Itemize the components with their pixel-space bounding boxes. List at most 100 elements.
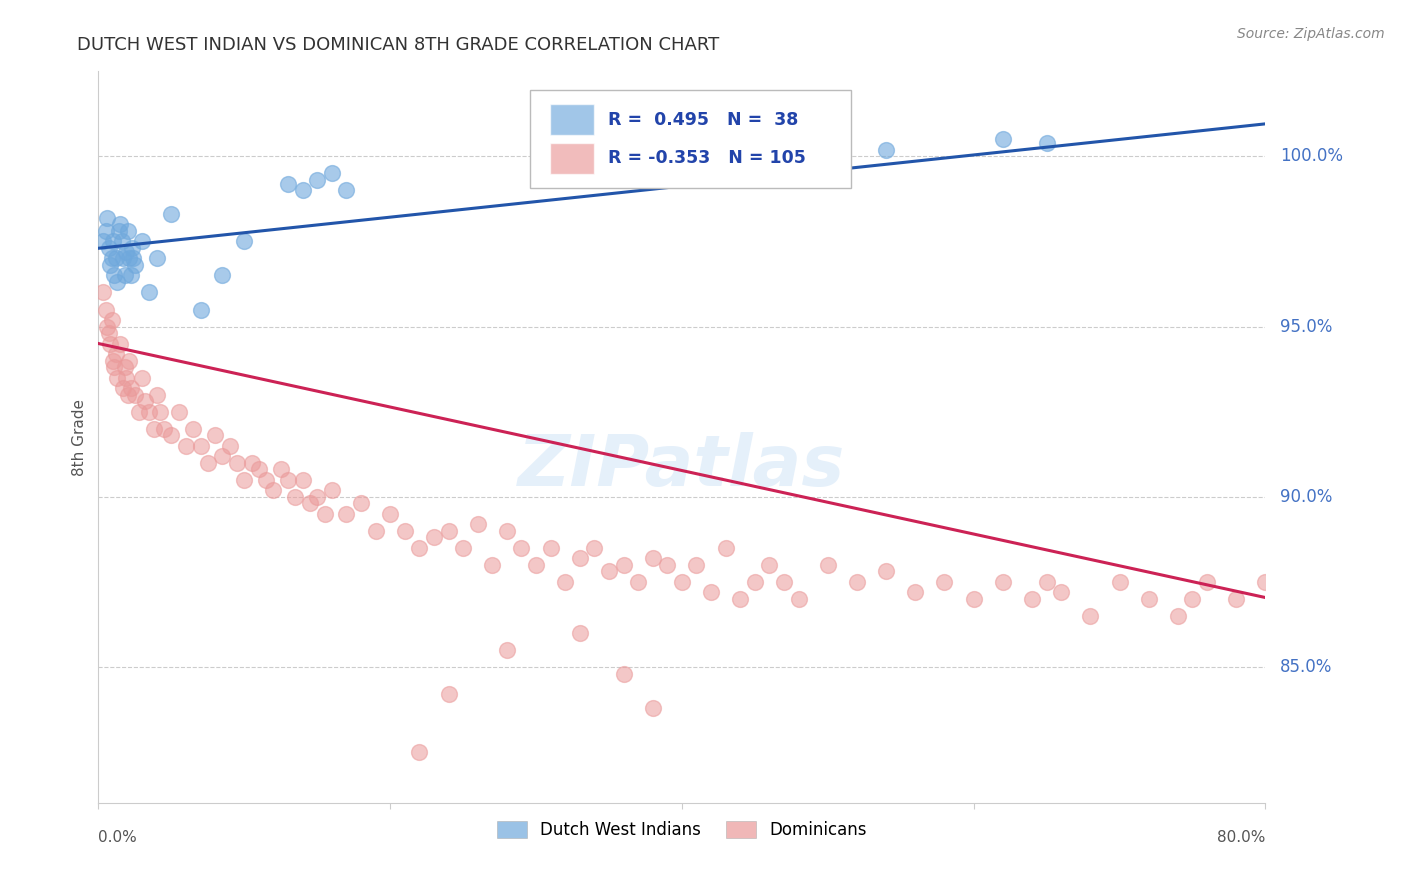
Point <box>101 235 124 249</box>
Point <box>1035 136 1057 150</box>
Point <box>657 558 679 572</box>
Point <box>108 224 131 238</box>
Point <box>112 381 135 395</box>
Point <box>714 541 737 555</box>
Point <box>467 516 489 531</box>
Point <box>263 483 285 497</box>
Point <box>121 241 143 255</box>
Point <box>1181 591 1204 606</box>
Point <box>744 574 766 589</box>
Text: 100.0%: 100.0% <box>1279 147 1343 165</box>
Point <box>118 353 141 368</box>
Point <box>190 302 212 317</box>
Point <box>104 252 127 266</box>
Point <box>233 235 256 249</box>
Point <box>124 387 146 401</box>
Point <box>1050 585 1073 599</box>
Point <box>700 585 723 599</box>
Point <box>124 258 146 272</box>
Point <box>100 312 122 326</box>
Point <box>408 745 430 759</box>
Text: Source: ZipAtlas.com: Source: ZipAtlas.com <box>1237 27 1385 41</box>
Point <box>321 166 343 180</box>
Point <box>153 421 176 435</box>
Bar <box>550 104 595 135</box>
Point <box>321 483 343 497</box>
Point <box>160 207 183 221</box>
Point <box>773 574 796 589</box>
Point <box>218 439 240 453</box>
Point <box>568 550 591 565</box>
Text: ZIPatlas: ZIPatlas <box>519 432 845 500</box>
Point <box>190 439 212 453</box>
Point <box>496 642 519 657</box>
Point <box>94 302 117 317</box>
Point <box>1137 591 1160 606</box>
Point <box>131 370 153 384</box>
Text: 85.0%: 85.0% <box>1279 657 1333 676</box>
Point <box>1225 591 1247 606</box>
Point <box>131 235 153 249</box>
Point <box>1197 574 1219 589</box>
Point <box>298 496 321 510</box>
Point <box>94 224 117 238</box>
Legend: Dutch West Indians, Dominicans: Dutch West Indians, Dominicans <box>491 814 873 846</box>
Point <box>110 218 132 232</box>
Point <box>540 541 562 555</box>
Point <box>122 252 145 266</box>
Point <box>101 353 124 368</box>
Point <box>240 456 263 470</box>
Point <box>112 252 135 266</box>
Text: 90.0%: 90.0% <box>1279 488 1333 506</box>
Point <box>96 319 118 334</box>
Point <box>408 541 430 555</box>
Point <box>350 496 373 510</box>
Point <box>394 524 416 538</box>
Point <box>423 531 446 545</box>
Point <box>254 473 277 487</box>
Point <box>118 252 141 266</box>
Point <box>197 456 219 470</box>
Point <box>554 574 576 589</box>
Point <box>110 336 132 351</box>
Text: R = -0.353   N = 105: R = -0.353 N = 105 <box>609 149 806 168</box>
Point <box>685 558 707 572</box>
Point <box>962 591 984 606</box>
Text: 0.0%: 0.0% <box>98 830 138 845</box>
Point <box>364 524 387 538</box>
Point <box>613 558 636 572</box>
Point <box>120 268 142 283</box>
Point <box>335 507 357 521</box>
Point <box>117 387 139 401</box>
Point <box>730 591 752 606</box>
Point <box>91 235 114 249</box>
Point <box>846 574 869 589</box>
Point <box>335 183 357 197</box>
Point <box>233 473 256 487</box>
Point <box>307 490 329 504</box>
Point <box>277 177 299 191</box>
Point <box>875 565 897 579</box>
Y-axis label: 8th Grade: 8th Grade <box>72 399 87 475</box>
Point <box>97 326 120 341</box>
Point <box>496 524 519 538</box>
Text: DUTCH WEST INDIAN VS DOMINICAN 8TH GRADE CORRELATION CHART: DUTCH WEST INDIAN VS DOMINICAN 8TH GRADE… <box>77 36 720 54</box>
Point <box>583 541 606 555</box>
Point <box>1021 591 1043 606</box>
Point <box>451 541 474 555</box>
Point <box>128 404 150 418</box>
Point <box>134 394 156 409</box>
Point <box>641 550 664 565</box>
Point <box>437 687 460 701</box>
Point <box>114 268 136 283</box>
Point <box>247 462 270 476</box>
Point <box>103 268 125 283</box>
Point <box>98 258 121 272</box>
Point <box>114 360 136 375</box>
Point <box>174 439 197 453</box>
Point <box>787 591 810 606</box>
Point <box>510 541 533 555</box>
Point <box>138 285 160 300</box>
Point <box>613 666 636 681</box>
Point <box>991 574 1014 589</box>
